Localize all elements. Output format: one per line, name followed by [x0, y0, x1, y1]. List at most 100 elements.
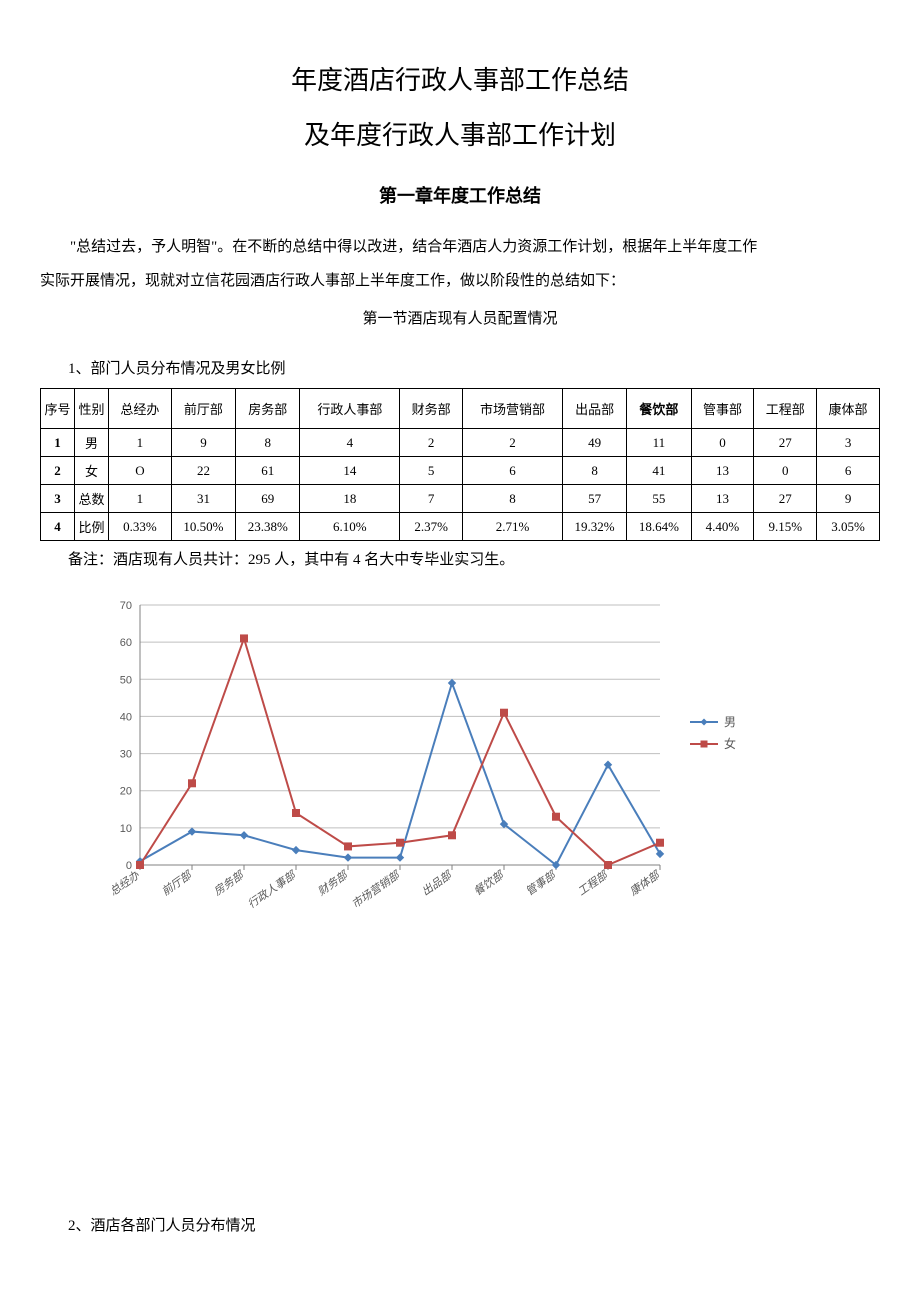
subheading-1: 1、部门人员分布情况及男女比例 — [68, 354, 880, 384]
cell: 5 — [400, 457, 463, 485]
cell: 0.33% — [109, 513, 172, 541]
table-row: 3 总数 1 31 69 18 7 8 57 55 13 27 9 — [41, 485, 880, 513]
line-chart: 0 10 20 30 40 50 60 70 总经办前厅部房务部行政人事部财务部市场营销部出品部… — [100, 595, 800, 940]
cell: 2.71% — [463, 513, 563, 541]
cell: 6.10% — [300, 513, 400, 541]
svg-text:70: 70 — [120, 600, 132, 612]
cell: 11 — [627, 429, 691, 457]
cell: 1 — [41, 429, 75, 457]
cell: 3.05% — [817, 513, 880, 541]
svg-text:工程部: 工程部 — [575, 868, 611, 899]
table-note: 备注：酒店现有人员共计：295 人，其中有 4 名大中专毕业实习生。 — [68, 545, 880, 575]
cell: 1 — [109, 485, 172, 513]
th-dept: 财务部 — [400, 389, 463, 429]
th-seq: 序号 — [41, 389, 75, 429]
cell: 9 — [171, 429, 235, 457]
cell: 2.37% — [400, 513, 463, 541]
cell: 比例 — [75, 513, 109, 541]
cell: 6 — [463, 457, 563, 485]
svg-text:0: 0 — [126, 860, 132, 872]
cell: 27 — [754, 429, 817, 457]
cell: 22 — [171, 457, 235, 485]
cell: 14 — [300, 457, 400, 485]
doc-title-1: 年度酒店行政人事部工作总结 — [40, 60, 880, 97]
cell: 13 — [691, 485, 754, 513]
th-dept: 管事部 — [691, 389, 754, 429]
chart-svg: 0 10 20 30 40 50 60 70 总经办前厅部房务部行政人事部财务部市场营销部出品部… — [100, 595, 800, 935]
doc-title-2: 及年度行政人事部工作计划 — [40, 115, 880, 152]
svg-text:前厅部: 前厅部 — [159, 868, 195, 899]
th-dept: 市场营销部 — [463, 389, 563, 429]
cell: 61 — [236, 457, 300, 485]
svg-text:房务部: 房务部 — [211, 868, 247, 899]
cell: 27 — [754, 485, 817, 513]
svg-text:10: 10 — [120, 823, 132, 835]
cell: 0 — [691, 429, 754, 457]
svg-text:出品部: 出品部 — [419, 868, 455, 899]
cell: 3 — [817, 429, 880, 457]
svg-text:总经办: 总经办 — [107, 868, 142, 898]
cell: 7 — [400, 485, 463, 513]
th-dept: 房务部 — [236, 389, 300, 429]
svg-text:康体部: 康体部 — [627, 868, 663, 899]
cell: 6 — [817, 457, 880, 485]
svg-text:40: 40 — [120, 711, 132, 723]
th-dept: 工程部 — [754, 389, 817, 429]
svg-text:女: 女 — [724, 736, 736, 751]
section-heading: 第一节酒店现有人员配置情况 — [40, 304, 880, 334]
th-dept: 前厅部 — [171, 389, 235, 429]
cell: 31 — [171, 485, 235, 513]
cell: 1 — [109, 429, 172, 457]
table-header-row: 序号 性别 总经办 前厅部 房务部 行政人事部 财务部 市场营销部 出品部 餐饮… — [41, 389, 880, 429]
chapter-heading: 第一章年度工作总结 — [40, 182, 880, 208]
svg-text:男: 男 — [724, 715, 736, 729]
paragraph-1: "总结过去，予人明智"。在不断的总结中得以改进，结合年酒店人力资源工作计划，根据… — [40, 232, 880, 262]
cell: O — [109, 457, 172, 485]
cell: 2 — [463, 429, 563, 457]
cell: 10.50% — [171, 513, 235, 541]
cell: 4 — [300, 429, 400, 457]
staff-table: 序号 性别 总经办 前厅部 房务部 行政人事部 财务部 市场营销部 出品部 餐饮… — [40, 388, 880, 541]
cell: 23.38% — [236, 513, 300, 541]
cell: 2 — [41, 457, 75, 485]
svg-text:行政人事部: 行政人事部 — [245, 868, 299, 911]
cell: 57 — [562, 485, 626, 513]
th-dept: 出品部 — [562, 389, 626, 429]
cell: 18.64% — [627, 513, 691, 541]
cell: 2 — [400, 429, 463, 457]
th-gender: 性别 — [75, 389, 109, 429]
th-dept: 总经办 — [109, 389, 172, 429]
table-row: 1 男 1 9 8 4 2 2 49 11 0 27 3 — [41, 429, 880, 457]
svg-text:市场营销部: 市场营销部 — [349, 868, 403, 911]
svg-text:20: 20 — [120, 786, 132, 798]
subheading-2: 2、酒店各部门人员分布情况 — [68, 1211, 256, 1241]
th-dept: 行政人事部 — [300, 389, 400, 429]
svg-text:财务部: 财务部 — [315, 868, 351, 899]
cell: 4 — [41, 513, 75, 541]
cell: 13 — [691, 457, 754, 485]
cell: 19.32% — [562, 513, 626, 541]
cell: 0 — [754, 457, 817, 485]
cell: 49 — [562, 429, 626, 457]
th-dept: 餐饮部 — [627, 389, 691, 429]
table-row: 2 女 O 22 61 14 5 6 8 41 13 0 6 — [41, 457, 880, 485]
cell: 男 — [75, 429, 109, 457]
th-dept: 康体部 — [817, 389, 880, 429]
svg-text:餐饮部: 餐饮部 — [471, 868, 507, 899]
cell: 8 — [463, 485, 563, 513]
svg-text:60: 60 — [120, 637, 132, 649]
cell: 8 — [236, 429, 300, 457]
cell: 18 — [300, 485, 400, 513]
cell: 4.40% — [691, 513, 754, 541]
cell: 41 — [627, 457, 691, 485]
cell: 女 — [75, 457, 109, 485]
cell: 9.15% — [754, 513, 817, 541]
cell: 8 — [562, 457, 626, 485]
svg-text:50: 50 — [120, 674, 132, 686]
cell: 69 — [236, 485, 300, 513]
cell: 总数 — [75, 485, 109, 513]
table-row: 4 比例 0.33% 10.50% 23.38% 6.10% 2.37% 2.7… — [41, 513, 880, 541]
cell: 3 — [41, 485, 75, 513]
svg-text:30: 30 — [120, 749, 132, 761]
svg-text:管事部: 管事部 — [523, 868, 559, 899]
